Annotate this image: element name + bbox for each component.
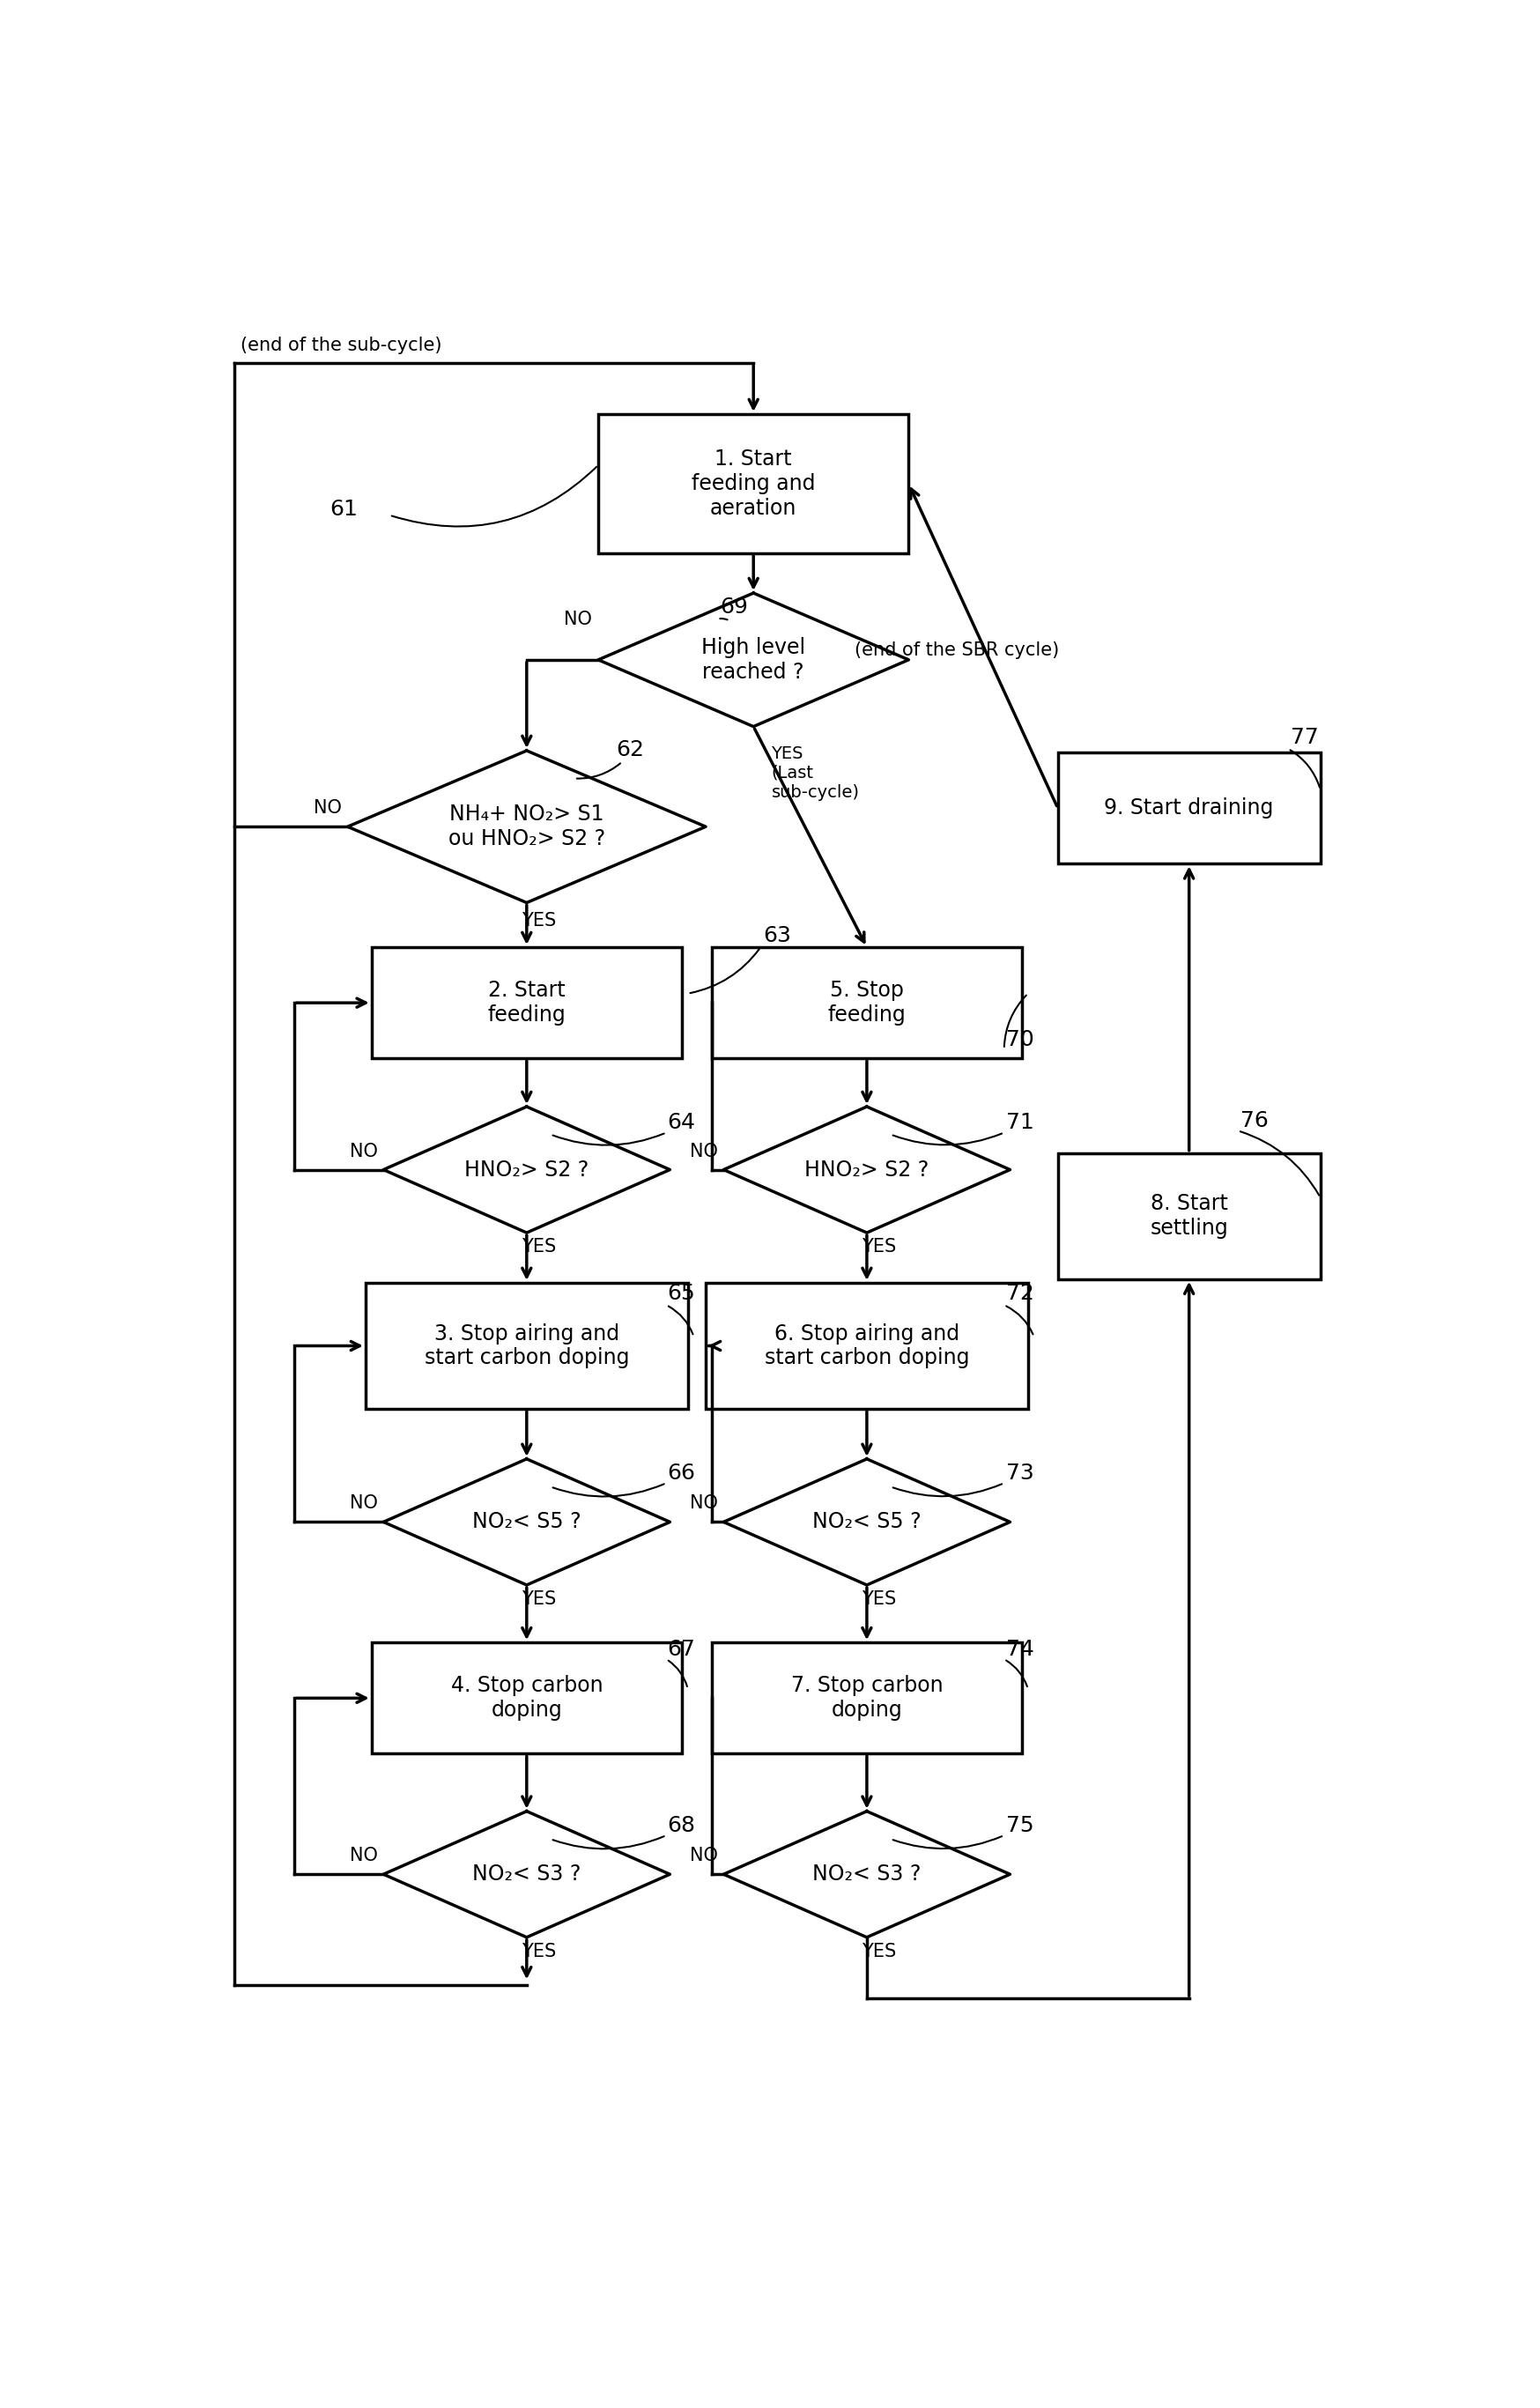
Bar [371,1642,682,1753]
Text: (end of the sub-cycle): (end of the sub-cycle) [240,337,442,354]
Text: 62: 62 [616,739,644,761]
Text: YES: YES [861,1943,896,1960]
Text: 3. Stop airing and
start carbon doping: 3. Stop airing and start carbon doping [424,1322,630,1368]
Text: YES: YES [522,1943,556,1960]
Bar [365,1283,688,1409]
Text: 66: 66 [667,1462,696,1483]
Text: NO: NO [690,1495,718,1512]
Text: 67: 67 [667,1640,696,1659]
Text: NO: NO [690,1847,718,1864]
Text: NO: NO [350,1141,377,1161]
Text: (end of the SBR cycle): (end of the SBR cycle) [855,641,1060,660]
Text: YES: YES [522,1238,556,1257]
Text: NO: NO [314,799,342,816]
Text: 9. Start draining: 9. Start draining [1104,797,1274,819]
Text: 73: 73 [1007,1462,1035,1483]
Bar [1058,1153,1320,1279]
Text: NO: NO [690,1141,718,1161]
Polygon shape [724,1108,1010,1233]
Text: YES
(Last
sub-cycle): YES (Last sub-cycle) [772,744,859,799]
Text: YES: YES [861,1238,896,1257]
Text: HNO₂> S2 ?: HNO₂> S2 ? [804,1158,929,1180]
Text: YES: YES [522,913,556,929]
Text: YES: YES [861,1592,896,1609]
Polygon shape [724,1459,1010,1584]
Text: NH₄+ NO₂> S1
ou HNO₂> S2 ?: NH₄+ NO₂> S1 ou HNO₂> S2 ? [448,804,605,850]
Polygon shape [383,1811,670,1938]
Text: 63: 63 [762,925,792,946]
Text: 75: 75 [1007,1816,1035,1835]
Text: 8. Start
settling: 8. Start settling [1150,1194,1229,1238]
Text: 2. Start
feeding: 2. Start feeding [488,980,565,1026]
Text: 7. Stop carbon
doping: 7. Stop carbon doping [790,1676,942,1722]
Text: 6. Stop airing and
start carbon doping: 6. Stop airing and start carbon doping [764,1322,969,1368]
Bar [705,1283,1029,1409]
Text: YES: YES [522,1592,556,1609]
Text: 77: 77 [1291,727,1318,746]
Bar [711,1642,1023,1753]
Polygon shape [383,1459,670,1584]
Text: 68: 68 [667,1816,696,1835]
Text: 1. Start
feeding and
aeration: 1. Start feeding and aeration [691,448,815,518]
Text: NO₂< S3 ?: NO₂< S3 ? [473,1864,581,1885]
Polygon shape [724,1811,1010,1938]
Text: 69: 69 [721,597,748,619]
Text: 71: 71 [1007,1112,1035,1134]
Text: NO₂< S5 ?: NO₂< S5 ? [473,1512,581,1531]
Polygon shape [383,1108,670,1233]
Text: NO: NO [350,1847,377,1864]
Text: 64: 64 [667,1112,696,1134]
Bar [1058,754,1320,864]
Text: 4. Stop carbon
doping: 4. Stop carbon doping [451,1676,602,1722]
Bar [371,946,682,1060]
Text: 65: 65 [667,1283,696,1303]
Polygon shape [598,592,909,727]
Text: 61: 61 [330,498,357,520]
Text: HNO₂> S2 ?: HNO₂> S2 ? [465,1158,588,1180]
Bar [711,946,1023,1060]
Text: 70: 70 [1007,1028,1035,1050]
Text: NO: NO [564,609,593,628]
Text: High level
reached ?: High level reached ? [701,638,805,681]
Polygon shape [348,751,705,903]
Text: NO₂< S3 ?: NO₂< S3 ? [813,1864,921,1885]
Bar [598,414,909,554]
Text: 76: 76 [1240,1110,1269,1132]
Text: 74: 74 [1007,1640,1035,1659]
Text: 72: 72 [1007,1283,1035,1303]
Text: 5. Stop
feeding: 5. Stop feeding [827,980,906,1026]
Text: NO₂< S5 ?: NO₂< S5 ? [813,1512,921,1531]
Text: NO: NO [350,1495,377,1512]
